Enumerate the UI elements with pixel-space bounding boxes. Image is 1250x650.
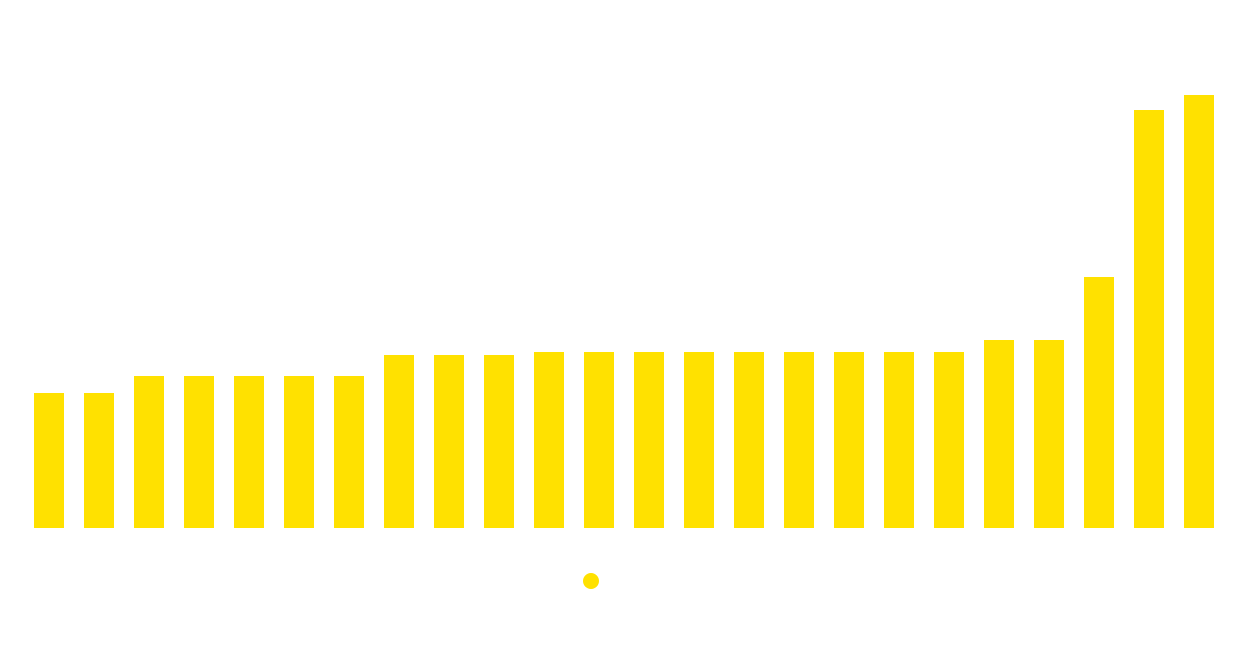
bar xyxy=(884,352,914,528)
bar xyxy=(734,352,764,528)
bar xyxy=(84,393,114,528)
bar xyxy=(934,352,964,528)
bar xyxy=(784,352,814,528)
bar xyxy=(584,352,614,528)
bar xyxy=(684,352,714,528)
bar xyxy=(234,376,264,528)
bar xyxy=(434,355,464,528)
bar xyxy=(534,352,564,528)
bar xyxy=(1134,110,1164,528)
bar xyxy=(134,376,164,528)
bar xyxy=(634,352,664,528)
bar xyxy=(1184,95,1214,528)
bar xyxy=(384,355,414,528)
bar xyxy=(1084,277,1114,528)
bar xyxy=(284,376,314,528)
bar xyxy=(1034,340,1064,528)
bar xyxy=(984,340,1014,528)
bar xyxy=(34,393,64,528)
bar xyxy=(484,355,514,528)
bar xyxy=(334,376,364,528)
bar xyxy=(184,376,214,528)
bar xyxy=(834,352,864,528)
legend-marker[interactable] xyxy=(583,573,599,589)
